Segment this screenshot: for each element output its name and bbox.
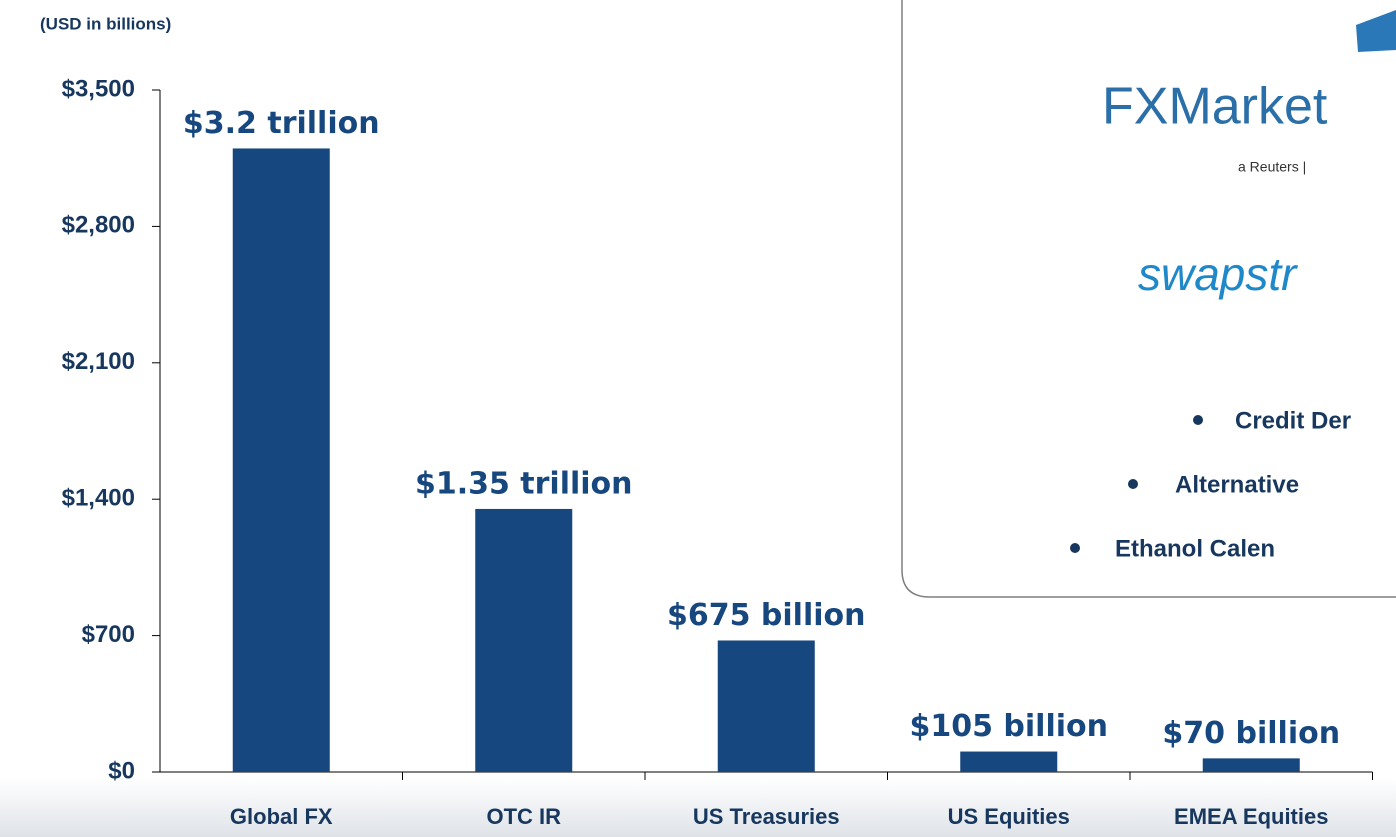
bullet-text: Alternative	[1175, 471, 1299, 498]
x-tick-label: US Equities	[948, 804, 1070, 829]
bullet	[1070, 543, 1080, 553]
data-label: $70 billion	[1162, 716, 1340, 751]
data-label: $105 billion	[909, 709, 1108, 744]
bullet-text: Ethanol Calen	[1115, 535, 1275, 562]
y-tick-label: $0	[108, 757, 135, 784]
x-tick-label: US Treasuries	[693, 804, 840, 829]
bottom-band	[0, 778, 1396, 837]
plot: $0 $700 $1,400 $2,100 $2,800 $3,500 Global FX $…	[62, 75, 1373, 829]
y-tick-label: $2,100	[62, 348, 135, 375]
bar	[717, 640, 815, 772]
logo-sub: a Reuters |	[1238, 159, 1306, 175]
bar	[960, 751, 1058, 772]
logo-swapstream: swapstr	[1138, 248, 1298, 300]
bar	[1202, 758, 1300, 772]
data-label: $675 billion	[667, 598, 866, 633]
bullet	[1193, 415, 1203, 425]
y-tick-label: $1,400	[62, 485, 135, 512]
subtitle: (USD in billions)	[40, 14, 171, 33]
bullet	[1128, 479, 1138, 489]
bar	[475, 508, 573, 772]
logo-fxmarkets: FXMarket	[1102, 78, 1328, 136]
x-tick-label: Global FX	[230, 804, 333, 829]
logo-shape	[1356, 10, 1396, 52]
x-tick-label: OTC IR	[486, 804, 561, 829]
data-label: $3.2 trillion	[183, 106, 380, 141]
bullet-text: Credit Der	[1235, 407, 1351, 434]
y-tick-label: $700	[82, 621, 135, 648]
box-frame	[901, 0, 1396, 598]
overlay-box: FXMarket a Reuters | swapstr Credit Der …	[901, 0, 1396, 598]
y-tick-label: $3,500	[62, 75, 135, 102]
bar	[232, 148, 330, 772]
x-tick-label: EMEA Equities	[1174, 804, 1328, 829]
y-tick-label: $2,800	[62, 212, 135, 239]
data-label: $1.35 trillion	[415, 466, 633, 501]
